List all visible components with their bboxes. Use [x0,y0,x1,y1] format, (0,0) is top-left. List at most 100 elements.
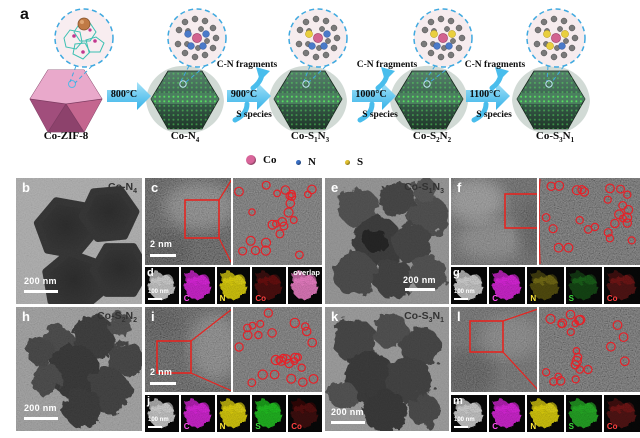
inset-co-s3n1-site [526,8,586,68]
cn-fragments-label: C-N fragments [216,60,278,70]
eds-map-image [180,395,215,432]
eds-map-label: Co [606,294,618,303]
eds-map-label: C [183,422,190,431]
scalebar [150,382,176,385]
scalebar-label: 100 nm [148,289,169,295]
eds-map-image [216,267,251,304]
single-atom-circles [234,308,319,388]
eds-map-cell-co: Co [252,267,287,304]
eds-map-image [288,267,322,304]
panel-e-tem: e Co-S1N3 200 nm [325,178,449,304]
panel-letter-m: m [453,395,463,407]
scalebar-label: 200 nm [24,276,57,286]
eds-haadf-cell: m 100 nm [451,395,488,432]
temp-label: 1000°C [355,89,387,100]
panel-letter-j: j [147,395,151,407]
panel-letter-f: f [457,180,462,195]
eds-map-cell-c: C [180,267,215,304]
panel-letter-e: e [331,180,339,195]
panel-c-haadf: c 2 nm [145,178,322,265]
panel-i-haadf: i 2 nm [145,307,322,392]
eds-haadf-cell: d 100 nm [145,267,179,304]
scalebar-label: 2 nm [150,367,173,377]
s-species-label: S species [476,110,512,120]
eds-map-cell-s: S [565,267,602,304]
temp-label: 900°C [230,89,258,100]
sample-label-co-s2n2: Co-S2N2 [412,130,452,145]
scalebar [24,290,58,293]
sample-label-co-zif8: Co-ZIF-8 [43,130,89,142]
temp-label: 800°C [110,89,138,100]
panel-letter-g: g [453,267,460,279]
panel-letter-h: h [22,309,30,324]
eds-map-label: N [219,422,226,431]
scalebar [454,426,468,428]
panel-a-schematic: a [0,0,640,176]
eds-map-label: Co [291,422,302,431]
zoom-region-box [184,199,220,239]
single-atom-circles [234,180,317,260]
legend-n: N [296,156,316,168]
panel-letter-c: c [151,180,159,195]
tem-sample-label: Co-S2N2 [97,310,137,325]
eds-map-label: S [568,422,574,431]
tem-sample-label: Co-S1N3 [404,181,444,196]
eds-map-cell-c: C [180,395,215,432]
eds-map-image [180,267,215,304]
s-species-label: S species [236,110,272,120]
scalebar-label: 200 nm [24,403,57,413]
eds-map-image [489,395,526,432]
eds-map-image [603,395,640,432]
legend-s: S [345,156,363,168]
panel-l-haadf: l [451,307,640,392]
single-atom-circles [541,180,636,253]
scalebar [454,298,468,300]
sample-label-co-s1n3: Co-S1N3 [290,130,330,145]
panel-g-eds-row: g 100 nm C N S Co [451,267,640,304]
eds-map-image [527,395,564,432]
eds-map-image [145,395,179,432]
scalebar-label: 100 nm [148,417,169,423]
cn-fragments-label: C-N fragments [356,60,418,70]
eds-map-image [216,395,251,432]
eds-map-cell-n: N [527,395,564,432]
zoom-region-box [156,340,192,374]
scalebar [150,254,176,257]
eds-map-image [527,267,564,304]
s-dot-icon [345,159,350,165]
co-dot-icon [246,155,256,165]
panel-b-tem: b Co-N4 200 nm [16,178,142,304]
eds-map-label: overlap [293,268,320,277]
scalebar [331,421,365,424]
panel-j-eds-row: j 100 nm C N S Co [145,395,322,432]
inset-co-s2n2-site [413,8,473,68]
eds-map-cell-n: N [216,267,251,304]
eds-map-label: S [568,294,574,303]
scalebar [148,298,162,300]
panel-letter-k: k [331,309,339,324]
panel-m-eds-row: m 100 nm C N S Co [451,395,640,432]
single-atom-circles [541,309,630,386]
eds-haadf-cell: j 100 nm [145,395,179,432]
eds-map-cell-c: C [489,267,526,304]
eds-map-label: N [530,422,537,431]
eds-map-image [252,395,287,432]
scalebar [405,288,435,291]
eds-map-label: C [492,422,498,431]
eds-map-cell-s: S [565,395,602,432]
eds-map-image [565,395,602,432]
tem-sample-label: Co-N4 [108,181,137,196]
scalebar-label: 100 nm [454,289,475,295]
eds-map-image [288,395,322,432]
panel-f-haadf: f [451,178,640,265]
co-zif8-crystal [29,69,103,133]
eds-map-label: N [530,294,537,303]
scalebar-label: 2 nm [150,239,173,249]
cn-fragments-label: C-N fragments [464,60,526,70]
eds-map-label: C [492,294,498,303]
panel-d-eds-row: d 100 nm C N Co overlap [145,267,322,304]
eds-map-image [145,267,179,304]
panel-letter-b: b [22,180,30,195]
panel-k-tem: k Co-S3N1 200 nm [325,307,449,431]
